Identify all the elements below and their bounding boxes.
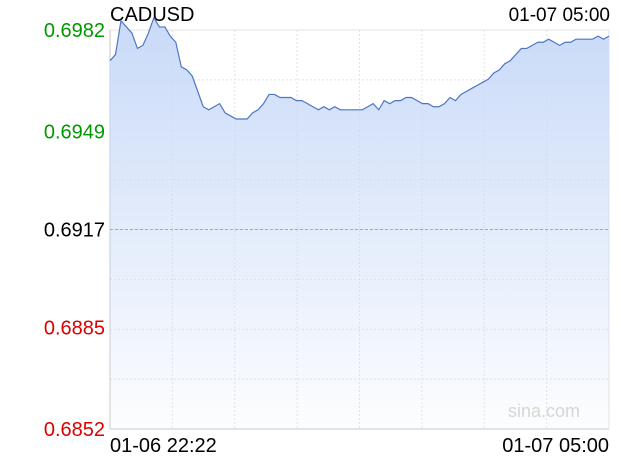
price-line [109, 16, 610, 120]
price-area [110, 17, 609, 429]
y-tick-label: 0.6852 [44, 419, 105, 441]
watermark: sina.com [508, 401, 580, 421]
y-tick-label: 0.6917 [44, 220, 105, 242]
x-tick-label: 01-07 05:00 [502, 435, 609, 457]
y-tick-label: 0.6982 [44, 20, 105, 42]
y-tick-label: 0.6949 [44, 121, 105, 143]
chart-timestamp: 01-07 05:00 [508, 5, 610, 26]
y-tick-label: 0.6885 [44, 318, 105, 340]
chart-title: CADUSD [110, 4, 195, 26]
x-tick-label: 01-06 22:22 [110, 435, 217, 457]
